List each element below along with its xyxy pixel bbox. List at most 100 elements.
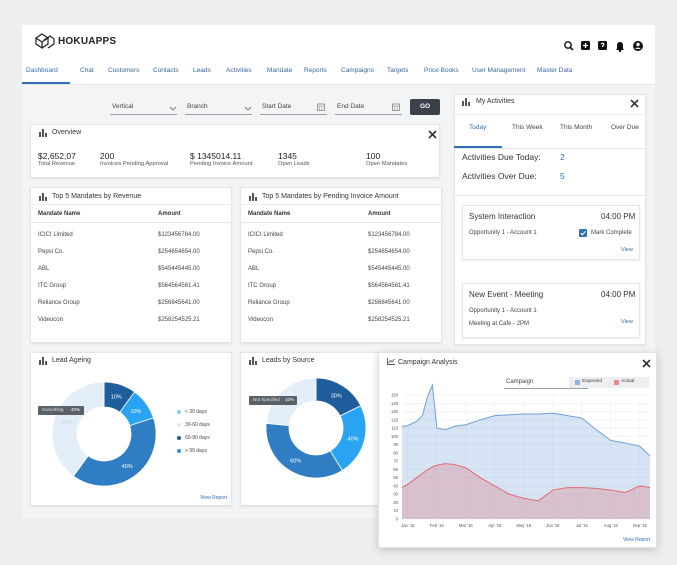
filter-field[interactable]: Vertical [112, 103, 134, 110]
nav-tab[interactable]: Contacts [153, 67, 179, 74]
nav-tab[interactable]: User Management [472, 67, 526, 74]
stat-value: 100 [366, 151, 381, 161]
nav-tab[interactable]: Reports [304, 67, 327, 74]
view-report-link[interactable]: View Report [623, 537, 651, 543]
filter-field[interactable]: End Date [337, 103, 365, 110]
nav-tab[interactable]: Price Books [424, 67, 459, 74]
calendar-icon [392, 103, 400, 111]
legend-dot [177, 423, 181, 427]
activity-time: 04:00 PM [601, 290, 636, 299]
card-icon [462, 98, 470, 106]
legend-dot [177, 436, 181, 440]
activity-tab[interactable]: This Week [512, 124, 543, 131]
table-cell: Pepsi Co. [38, 249, 65, 255]
activity-tab[interactable]: Over Due [611, 124, 639, 131]
campaign-dropdown[interactable]: Campaign [506, 379, 534, 385]
icon-bar [255, 197, 257, 201]
donut-chart: 10% 10% 40% 40% [51, 381, 157, 487]
x-tick-label: Jun '16 [546, 523, 560, 528]
card-title: Lead Ageing [52, 357, 91, 364]
nav-tab[interactable]: Leads [193, 67, 211, 74]
panel-divider [454, 114, 646, 115]
nav-tab[interactable]: Activities [226, 67, 252, 74]
table-cell: $123456784.00 [158, 232, 200, 238]
nav-tab[interactable]: Chat [80, 67, 94, 74]
filter-underline [260, 114, 327, 115]
table-cell: $254654654.00 [368, 249, 410, 255]
header-divider [240, 222, 442, 223]
nav-tab[interactable]: Dashboard [26, 67, 58, 74]
view-link[interactable]: View [621, 319, 633, 325]
card-title: Leads by Source [262, 357, 315, 364]
tab-underline [454, 146, 502, 148]
series-area [402, 463, 650, 519]
brand-name: HOKUAPPS [58, 36, 117, 47]
close-button[interactable] [630, 99, 639, 108]
nav-tab[interactable]: Customers [108, 67, 140, 74]
view-link[interactable]: View [621, 247, 633, 253]
table-card [30, 187, 232, 343]
activity-detail: Meeting at Cafe - 2PM [469, 321, 530, 327]
stat-label: Open Leads [278, 161, 310, 167]
table-cell: ABL [248, 266, 260, 272]
stat-label: Total Revenue [38, 161, 76, 167]
table-cell: $545445445.00 [368, 266, 410, 272]
icon-bar [42, 129, 44, 137]
tooltip-value: 40% [71, 407, 81, 412]
tabs-divider [454, 148, 646, 149]
header-icons[interactable] [562, 38, 646, 54]
checkbox-tick [580, 230, 586, 236]
activity-tab[interactable]: Today [469, 124, 487, 131]
icon-bar [45, 133, 47, 137]
checkbox[interactable] [579, 229, 587, 237]
table-header: Amount [158, 211, 181, 217]
tooltip-value: 10% [285, 397, 295, 402]
y-tick-label: 20 [393, 500, 398, 505]
legend-swatch [575, 380, 580, 385]
table-cell: ITC Group [38, 283, 67, 289]
legend-label: 60-90 days [185, 435, 210, 441]
x-tick-label: Feb '16 [430, 523, 445, 528]
segment-label: 60% [290, 459, 301, 465]
nav-tab[interactable]: Master Data [537, 67, 573, 74]
chevron [169, 106, 177, 111]
close-icon [642, 359, 651, 368]
nav-active-underline [22, 82, 70, 84]
y-tick-label: 130 [391, 409, 399, 414]
card-icon [39, 193, 47, 201]
table-cell: $564564561.41 [368, 283, 410, 289]
card-icon [39, 129, 47, 137]
y-tick-label: 100 [391, 434, 399, 439]
nav-tab[interactable]: Targets [387, 67, 409, 74]
activity-tab[interactable]: This Month [560, 124, 593, 131]
table-cell: Videocon [38, 317, 63, 323]
y-tick-label: 30 [393, 492, 398, 497]
icon-bar [42, 193, 44, 201]
card-divider [30, 204, 232, 205]
close-button[interactable] [642, 359, 651, 368]
filter-underline [110, 114, 177, 115]
go-button[interactable]: GO [410, 99, 440, 115]
close-button[interactable] [428, 130, 437, 139]
table-cell: Reliance Group [38, 300, 80, 306]
segment-label: 10% [130, 409, 141, 415]
card-divider [240, 204, 442, 205]
y-tick-label: 80 [393, 450, 398, 455]
icon-bar [249, 196, 251, 201]
close-icon [428, 130, 437, 139]
view-report-link[interactable]: View Report [200, 495, 228, 501]
series-area [402, 385, 650, 519]
check-label[interactable]: Mark Complete [591, 230, 632, 236]
table-cell: $564564561.41 [158, 283, 200, 289]
filter-field[interactable]: Branch [187, 103, 208, 110]
filter-underline [185, 114, 252, 115]
y-tick-label: 70 [393, 459, 398, 464]
filter-field[interactable]: Start Date [262, 103, 292, 110]
section-divider [454, 195, 646, 196]
card-icon [249, 193, 257, 201]
icon-bar [39, 132, 41, 137]
nav-tab[interactable]: Campaigns [341, 67, 374, 74]
segment-label: 40% [122, 464, 133, 470]
table-header: Mandate Name [248, 211, 291, 217]
nav-tab[interactable]: Mandate [267, 67, 293, 74]
